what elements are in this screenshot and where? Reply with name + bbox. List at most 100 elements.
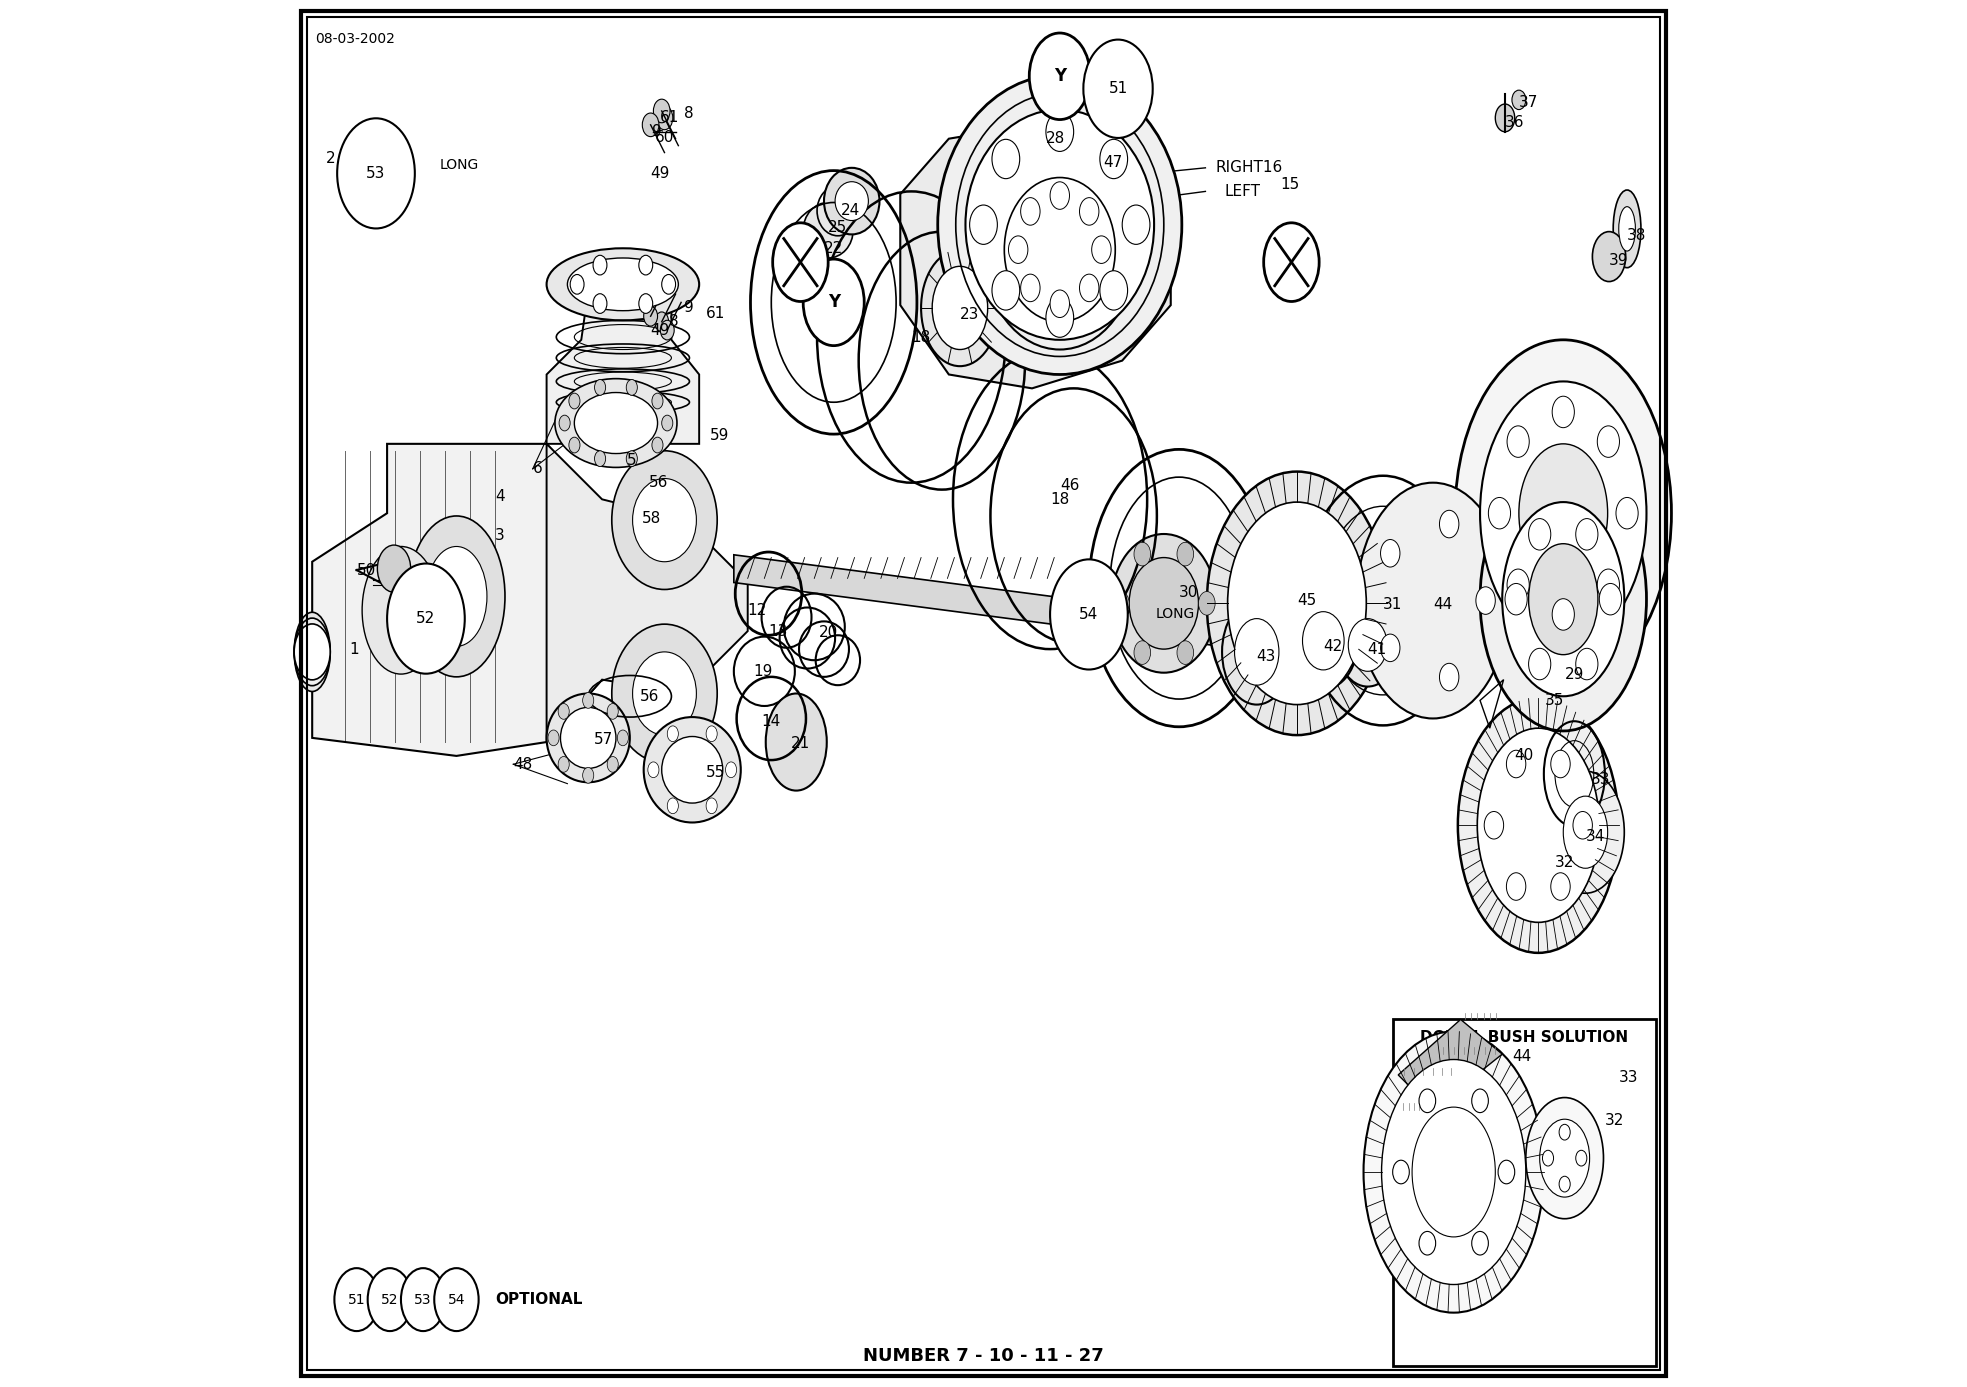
Ellipse shape bbox=[1381, 1060, 1526, 1284]
Text: 61: 61 bbox=[661, 111, 681, 125]
Ellipse shape bbox=[803, 203, 854, 258]
Ellipse shape bbox=[378, 545, 411, 592]
Ellipse shape bbox=[1507, 750, 1526, 778]
Ellipse shape bbox=[582, 692, 594, 709]
Ellipse shape bbox=[1176, 542, 1194, 566]
Ellipse shape bbox=[1597, 426, 1619, 458]
Ellipse shape bbox=[661, 320, 675, 340]
Text: 35: 35 bbox=[1546, 694, 1564, 707]
Ellipse shape bbox=[765, 694, 826, 791]
Ellipse shape bbox=[1593, 232, 1625, 282]
Ellipse shape bbox=[1576, 1150, 1587, 1166]
Ellipse shape bbox=[1471, 1232, 1489, 1255]
Ellipse shape bbox=[1458, 698, 1619, 953]
Ellipse shape bbox=[633, 652, 696, 735]
Ellipse shape bbox=[1495, 104, 1515, 132]
Ellipse shape bbox=[594, 294, 608, 313]
Ellipse shape bbox=[559, 415, 570, 431]
Ellipse shape bbox=[1050, 559, 1127, 670]
Text: 33: 33 bbox=[1591, 773, 1611, 786]
Text: 15: 15 bbox=[1281, 178, 1300, 191]
Ellipse shape bbox=[1440, 510, 1460, 538]
Text: 17: 17 bbox=[812, 316, 830, 330]
Text: 37: 37 bbox=[1519, 96, 1538, 110]
Text: 8: 8 bbox=[685, 107, 694, 121]
Polygon shape bbox=[547, 444, 747, 742]
Ellipse shape bbox=[1176, 641, 1194, 664]
Text: 46: 46 bbox=[1060, 479, 1080, 492]
Text: 51: 51 bbox=[348, 1293, 366, 1307]
Text: 22: 22 bbox=[824, 241, 844, 255]
Text: 53: 53 bbox=[366, 166, 386, 180]
Ellipse shape bbox=[639, 294, 653, 313]
Ellipse shape bbox=[1599, 584, 1621, 614]
Ellipse shape bbox=[1499, 1160, 1515, 1184]
Ellipse shape bbox=[1080, 275, 1100, 302]
Ellipse shape bbox=[1503, 502, 1625, 696]
Ellipse shape bbox=[295, 624, 330, 680]
Ellipse shape bbox=[1528, 648, 1550, 680]
Ellipse shape bbox=[667, 725, 679, 742]
Ellipse shape bbox=[1363, 1032, 1544, 1312]
Ellipse shape bbox=[1560, 1125, 1570, 1140]
Ellipse shape bbox=[561, 707, 616, 768]
Ellipse shape bbox=[1338, 603, 1399, 687]
Text: Y: Y bbox=[828, 294, 840, 311]
Ellipse shape bbox=[655, 312, 669, 331]
Text: 18: 18 bbox=[1050, 492, 1070, 506]
Ellipse shape bbox=[295, 619, 330, 685]
Text: Y: Y bbox=[1054, 68, 1066, 85]
Ellipse shape bbox=[1507, 872, 1526, 900]
Text: 9: 9 bbox=[651, 125, 661, 139]
Ellipse shape bbox=[1302, 612, 1343, 670]
Text: 4: 4 bbox=[496, 490, 506, 503]
Text: 55: 55 bbox=[706, 766, 726, 779]
Ellipse shape bbox=[1021, 275, 1041, 302]
Ellipse shape bbox=[643, 307, 657, 326]
Ellipse shape bbox=[295, 612, 330, 692]
Ellipse shape bbox=[570, 275, 584, 294]
Ellipse shape bbox=[1489, 498, 1511, 528]
Polygon shape bbox=[547, 291, 698, 444]
Text: 58: 58 bbox=[643, 512, 661, 526]
Text: 54: 54 bbox=[1080, 608, 1098, 621]
Ellipse shape bbox=[626, 380, 637, 395]
Ellipse shape bbox=[334, 1268, 380, 1332]
Ellipse shape bbox=[966, 110, 1155, 340]
Ellipse shape bbox=[1456, 340, 1672, 687]
Ellipse shape bbox=[1009, 236, 1029, 264]
Ellipse shape bbox=[1208, 472, 1387, 735]
Text: 34: 34 bbox=[1585, 829, 1605, 843]
Ellipse shape bbox=[1564, 796, 1607, 868]
Text: 3: 3 bbox=[496, 528, 506, 542]
Ellipse shape bbox=[559, 703, 568, 720]
Ellipse shape bbox=[1576, 519, 1597, 551]
Text: 49: 49 bbox=[651, 323, 671, 337]
Ellipse shape bbox=[612, 451, 718, 589]
Bar bbox=[1393, 1019, 1656, 1366]
Text: 19: 19 bbox=[753, 664, 773, 678]
Ellipse shape bbox=[594, 380, 606, 395]
Text: 48: 48 bbox=[513, 757, 533, 771]
Ellipse shape bbox=[1617, 498, 1639, 528]
Ellipse shape bbox=[1381, 634, 1401, 662]
Ellipse shape bbox=[1471, 1089, 1489, 1112]
Text: 38: 38 bbox=[1627, 229, 1646, 243]
Ellipse shape bbox=[1528, 544, 1597, 655]
Ellipse shape bbox=[657, 105, 673, 130]
Ellipse shape bbox=[1347, 619, 1387, 671]
Ellipse shape bbox=[1485, 811, 1503, 839]
Text: LONG: LONG bbox=[441, 158, 480, 172]
Ellipse shape bbox=[706, 798, 718, 814]
Text: 56: 56 bbox=[649, 476, 669, 490]
Ellipse shape bbox=[1552, 397, 1574, 427]
Text: DOWEL BUSH SOLUTION: DOWEL BUSH SOLUTION bbox=[1420, 1031, 1629, 1044]
Text: 30: 30 bbox=[1178, 585, 1198, 599]
Text: OPTIONAL: OPTIONAL bbox=[496, 1293, 582, 1307]
Text: 23: 23 bbox=[960, 308, 980, 322]
Text: 20: 20 bbox=[818, 626, 838, 639]
Text: 2: 2 bbox=[327, 151, 336, 165]
Ellipse shape bbox=[362, 546, 441, 674]
Ellipse shape bbox=[1123, 205, 1151, 244]
Text: 33: 33 bbox=[1619, 1071, 1639, 1085]
